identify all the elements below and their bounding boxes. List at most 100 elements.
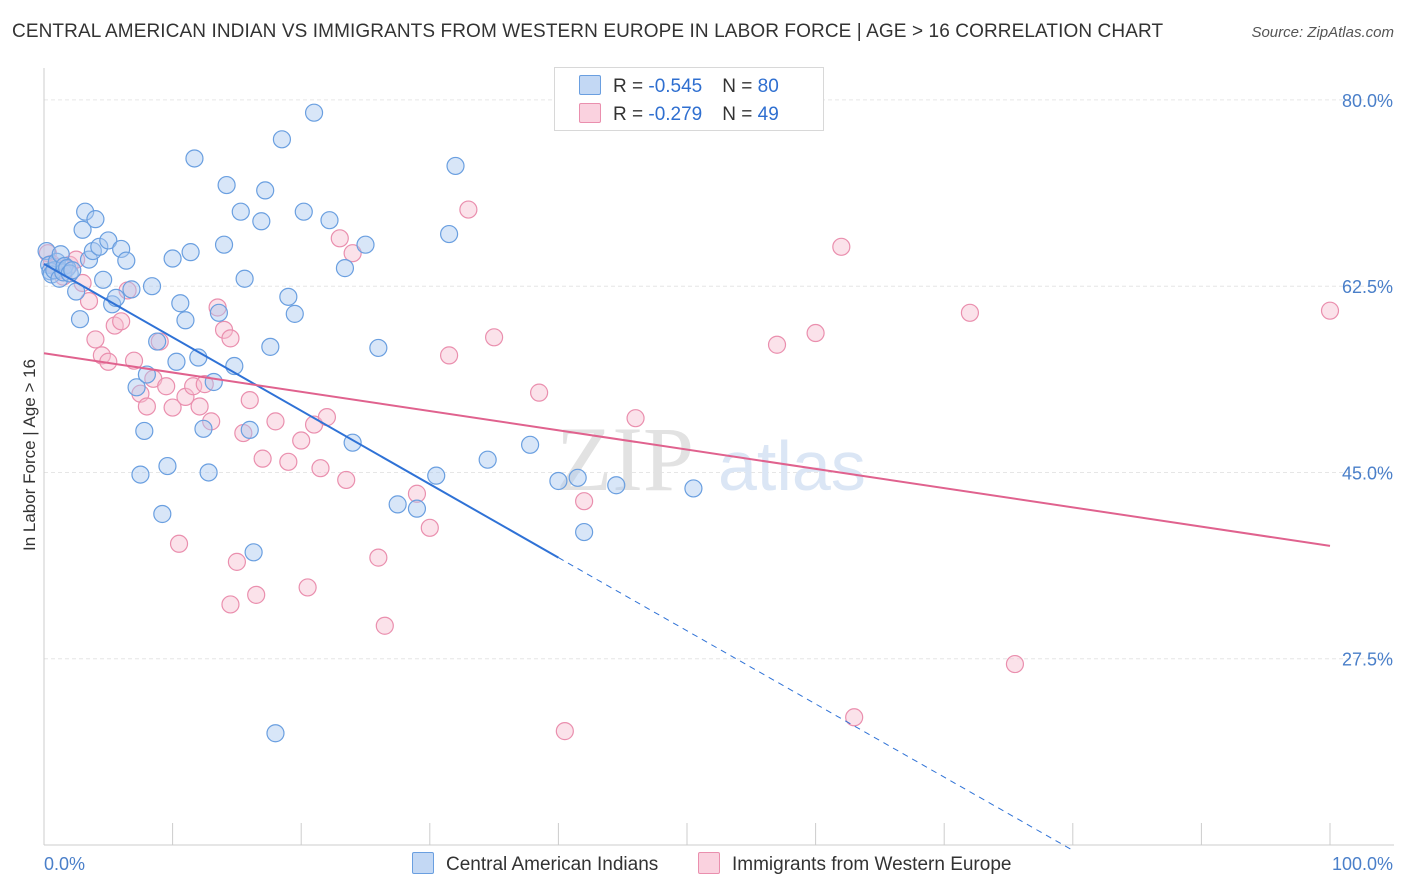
data-point-western-europe (279, 452, 298, 471)
y-tick-label: 27.5% (1342, 650, 1393, 670)
data-point-western-europe (240, 390, 259, 410)
legend-r-value: -0.279 (648, 104, 703, 125)
x-tick-label: 100.0% (1332, 854, 1393, 874)
legend-row-immigrants-western-europe: R = -0.279 N = 49 (579, 103, 779, 127)
legend-swatch-blue (579, 75, 601, 95)
data-point-western-europe (806, 323, 825, 343)
data-point-central-american-indians (320, 211, 339, 230)
data-point-western-europe (86, 330, 105, 349)
data-point-central-american-indians (231, 202, 250, 221)
data-point-western-europe (832, 237, 851, 256)
bottom-legend-central-american-indians: Central American Indians (412, 852, 658, 876)
data-point-central-american-indians (356, 235, 375, 254)
y-tick-label: 80.0% (1342, 91, 1393, 111)
data-point-western-europe (221, 329, 240, 348)
data-point-western-europe (311, 459, 330, 478)
bottom-legend-immigrants-western-europe: Immigrants from Western Europe (698, 852, 1011, 876)
data-point-western-europe (575, 492, 594, 511)
data-point-western-europe (343, 244, 362, 263)
data-point-western-europe (330, 229, 349, 248)
data-point-western-europe (247, 585, 266, 604)
data-point-central-american-indians (439, 224, 459, 244)
axes (43, 68, 1394, 846)
legend-n-label: N = (722, 104, 758, 125)
data-point-western-europe (79, 292, 99, 311)
data-point-western-europe (124, 351, 144, 370)
source-label: Source: ZipAtlas.com (1251, 24, 1394, 41)
trend-line-central-american-indians (43, 262, 559, 559)
data-point-central-american-indians (568, 468, 587, 487)
trend-line-extension (558, 557, 1074, 851)
data-point-central-american-indians (335, 259, 355, 278)
data-point-central-american-indians (99, 231, 118, 250)
watermark: ZIP atlas (556, 408, 866, 510)
data-point-western-europe (555, 722, 574, 741)
data-point-central-american-indians (684, 479, 703, 498)
data-point-central-american-indians (73, 220, 92, 239)
data-point-central-american-indians (304, 103, 324, 122)
data-point-western-europe (420, 518, 439, 537)
data-point-central-american-indians (244, 543, 263, 562)
data-point-central-american-indians (194, 419, 213, 438)
y-axis-label: In Labor Force | Age > 16 (20, 359, 39, 551)
data-point-central-american-indians (261, 337, 280, 356)
data-point-central-american-indians (79, 250, 99, 269)
bottom-legend-label-blue: Central American Indians (446, 854, 659, 875)
data-point-central-american-indians (256, 181, 275, 200)
data-point-central-american-indians (521, 435, 540, 454)
data-point-western-europe (169, 534, 189, 553)
legend-n-value: 49 (757, 104, 779, 125)
trend-lines (43, 262, 1331, 851)
data-point-central-american-indians (167, 352, 186, 371)
data-point-central-american-indians (122, 280, 141, 299)
series-immigrants-western-europe (38, 200, 1340, 741)
data-point-central-american-indians (217, 175, 236, 195)
legend-r-label: R = (613, 76, 649, 97)
data-point-central-american-indians (171, 294, 190, 313)
data-point-western-europe (960, 303, 980, 322)
bottom-legend-label-pink: Immigrants from Western Europe (732, 854, 1012, 875)
bottom-legend-swatch-blue (412, 852, 434, 874)
tick-labels: 27.5% 45.0% 62.5% 80.0% 0.0% 100.0% (44, 91, 1393, 874)
data-point-central-american-indians (70, 310, 90, 329)
data-point-central-american-indians (478, 450, 497, 469)
data-point-central-american-indians (279, 287, 298, 306)
data-point-western-europe (485, 328, 504, 347)
data-point-western-europe (1005, 654, 1025, 674)
data-point-central-american-indians (272, 130, 292, 149)
legend: R = -0.545 N = 80 R = -0.279 N = 49 (554, 67, 824, 131)
legend-n-value: 80 (757, 76, 779, 97)
data-point-western-europe (375, 616, 394, 635)
data-point-central-american-indians (148, 332, 167, 351)
data-point-western-europe (163, 398, 182, 417)
data-point-western-europe (266, 412, 285, 431)
data-point-central-american-indians (549, 471, 568, 491)
y-tick-label: 62.5% (1342, 277, 1393, 297)
bottom-legend-swatch-pink (698, 852, 720, 874)
data-point-western-europe (530, 383, 549, 402)
data-point-central-american-indians (76, 202, 95, 221)
data-point-central-american-indians (575, 522, 594, 542)
x-tick-label: 0.0% (44, 854, 85, 874)
data-point-central-american-indians (427, 466, 446, 485)
data-point-central-american-indians (252, 212, 271, 231)
data-point-western-europe (221, 595, 240, 614)
data-point-central-american-indians (235, 269, 254, 288)
data-point-western-europe (459, 200, 478, 219)
data-point-central-american-indians (90, 237, 109, 256)
data-point-western-europe (298, 578, 317, 597)
data-point-central-american-indians (163, 249, 182, 268)
data-point-western-europe (184, 377, 203, 396)
data-point-western-europe (292, 431, 311, 450)
data-point-central-american-indians (176, 311, 195, 330)
trend-line-western-europe (43, 352, 1331, 547)
data-point-central-american-indians (199, 463, 218, 482)
data-point-central-american-indians (209, 303, 228, 322)
data-point-western-europe (337, 470, 356, 490)
series-central-american-indians (37, 103, 703, 743)
data-point-western-europe (137, 397, 156, 416)
data-point-western-europe (626, 409, 645, 428)
data-point-central-american-indians (135, 421, 154, 441)
data-point-central-american-indians (294, 202, 313, 221)
